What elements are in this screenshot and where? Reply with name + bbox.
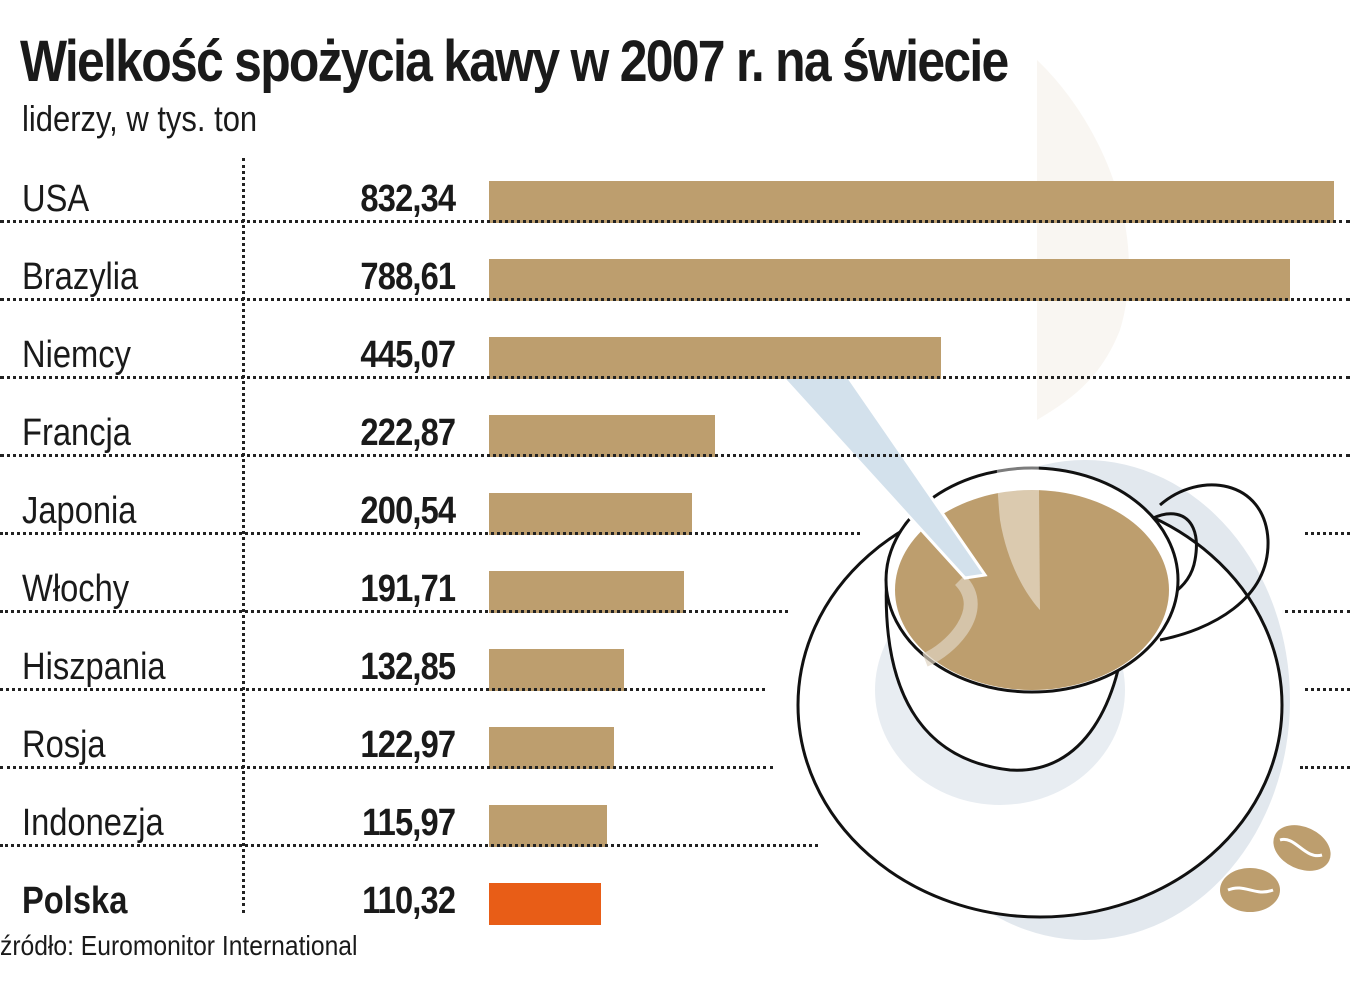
bar-highlight: [489, 883, 601, 925]
chart-subtitle: liderzy, w tys. ton: [22, 98, 258, 139]
bar-row-usa: USA 832,34: [0, 160, 1350, 238]
bar-row-polska: Polska 110,32: [0, 862, 1350, 940]
chart-title: Wielkość spożycia kawy w 2007 r. na świe…: [20, 29, 1009, 94]
bar: [489, 805, 607, 847]
row-separator: [1300, 766, 1350, 769]
row-separator: [1285, 610, 1350, 613]
row-separator: [0, 376, 1350, 379]
bar: [489, 571, 684, 613]
country-label: USA: [22, 178, 90, 220]
country-label: Brazylia: [22, 256, 139, 298]
bar-row-japonia: Japonia 200,54: [0, 472, 1350, 550]
row-separator: [0, 298, 1350, 301]
value-label: 110,32: [361, 880, 456, 922]
bar-row-francja: Francja 222,87: [0, 394, 1350, 472]
bar: [489, 727, 614, 769]
value-label: 222,87: [360, 412, 456, 454]
row-separator: [0, 688, 765, 691]
value-label: 132,85: [360, 646, 456, 688]
column-divider: [242, 158, 245, 913]
country-label: Polska: [22, 880, 128, 922]
bar: [489, 259, 1290, 301]
bar-row-brazylia: Brazylia 788,61: [0, 238, 1350, 316]
value-label: 115,97: [361, 802, 456, 844]
bar-row-wlochy: Włochy 191,71: [0, 550, 1350, 628]
row-separator: [0, 454, 1350, 457]
row-separator: [0, 610, 788, 613]
bar-row-indonezja: Indonezja 115,97: [0, 784, 1350, 862]
coffee-bean-icon: [1220, 825, 1331, 912]
value-label: 200,54: [360, 490, 456, 532]
value-label: 122,97: [360, 724, 456, 766]
row-separator: [1305, 532, 1350, 535]
value-label: 191,71: [360, 568, 456, 610]
value-label: 788,61: [360, 256, 456, 298]
country-label: Japonia: [22, 490, 137, 532]
bar: [489, 493, 692, 535]
country-label: Indonezja: [22, 802, 164, 844]
bar: [489, 649, 624, 691]
value-label: 832,34: [360, 178, 456, 220]
bar-row-hiszpania: Hiszpania 132,85: [0, 628, 1350, 706]
row-separator: [0, 532, 860, 535]
bar: [489, 415, 715, 457]
bar-row-niemcy: Niemcy 445,07: [0, 316, 1350, 394]
country-label: Włochy: [22, 568, 130, 610]
bar-row-rosja: Rosja 122,97: [0, 706, 1350, 784]
bar: [489, 181, 1334, 223]
bar: [489, 337, 941, 379]
row-separator: [0, 844, 818, 847]
row-separator: [0, 766, 773, 769]
row-separator: [0, 220, 1350, 223]
country-label: Niemcy: [22, 334, 131, 376]
country-label: Francja: [22, 412, 131, 454]
source-note: źródło: Euromonitor International: [0, 930, 358, 961]
country-label: Hiszpania: [22, 646, 166, 688]
value-label: 445,07: [360, 334, 456, 376]
country-label: Rosja: [22, 724, 106, 766]
row-separator: [1305, 688, 1350, 691]
